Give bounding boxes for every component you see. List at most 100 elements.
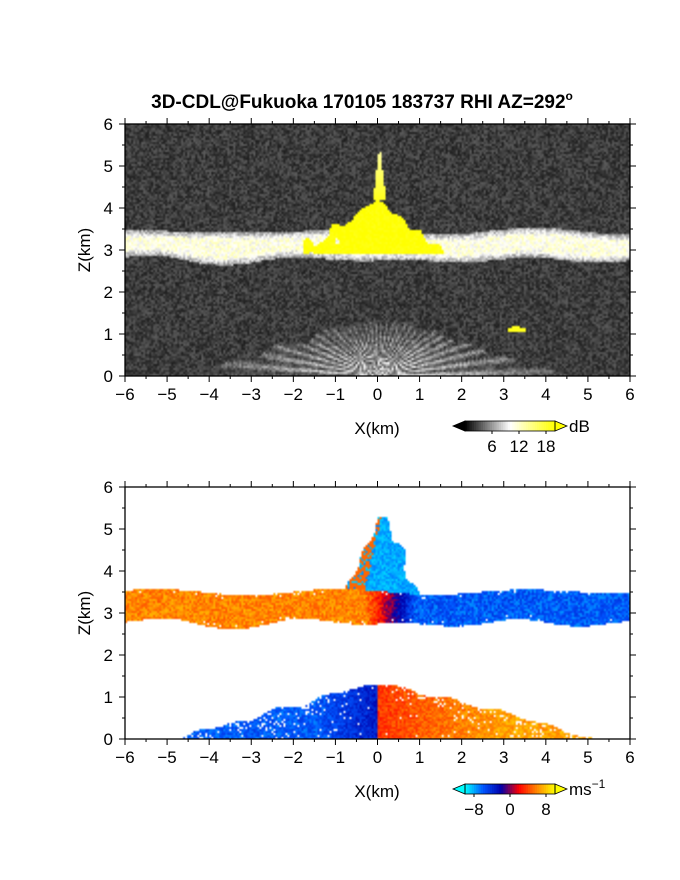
x-tick-label: 6 [625, 748, 634, 767]
x-tick-label: −4 [199, 748, 218, 767]
x-tick-label: 3 [499, 748, 508, 767]
x-tick-label: 4 [541, 385, 550, 404]
colorbar-swatch [534, 421, 538, 431]
colorbar-swatch [537, 784, 540, 794]
x-tick-label: −4 [199, 385, 218, 404]
x-tick-label: 0 [373, 385, 382, 404]
colorbar-tick-label: 8 [541, 800, 550, 819]
colorbar-swatch [541, 421, 545, 431]
x-tick-label: −1 [326, 748, 345, 767]
colorbar-swatch [465, 421, 468, 431]
colorbar-tick-label: 6 [487, 437, 496, 456]
colorbar-swatch [525, 421, 529, 431]
colorbar-swatch [478, 421, 482, 431]
colorbar-swatch [476, 784, 480, 794]
colorbar-swatch [519, 784, 522, 794]
colorbar-swatch [494, 421, 498, 431]
colorbar-swatch [480, 421, 484, 431]
x-tick-label: 3 [499, 385, 508, 404]
colorbar-max-arrow [554, 420, 569, 432]
x-tick-label: 6 [625, 385, 634, 404]
colorbar-swatch [530, 784, 534, 794]
colorbar-unit: dB [569, 417, 590, 436]
velocity-axes: −6 −5 −4 −3 −2 −1 0 1 2 3 4 5 6 0 1 2 3 4 5 6 [104, 478, 636, 767]
colorbar-swatch [498, 421, 502, 431]
x-tick-label: 5 [583, 748, 592, 767]
backscatter-y-axis-label: Z(km) [75, 228, 94, 272]
colorbar-max-arrow [554, 783, 569, 795]
colorbar-swatch [543, 421, 547, 431]
backscatter-x-axis-label: X(km) [354, 419, 399, 438]
colorbar-swatch [492, 421, 495, 431]
y-tick-label: 0 [104, 730, 113, 749]
colorbar-swatch [478, 784, 482, 794]
x-tick-label: −3 [242, 385, 261, 404]
x-tick-label: −2 [284, 748, 303, 767]
colorbar-swatch [471, 421, 475, 431]
colorbar-swatch [550, 784, 554, 794]
colorbar-swatch [546, 421, 549, 431]
y-tick-label: 4 [104, 199, 113, 218]
colorbar-swatch [541, 784, 545, 794]
colorbar-swatch [498, 784, 502, 794]
x-tick-label: −3 [242, 748, 261, 767]
figure-title: 3D-CDL@Fukuoka 170105 183737 RHI AZ=292o [151, 89, 573, 113]
x-tick-label: −2 [284, 385, 303, 404]
colorbar-swatch [485, 784, 489, 794]
x-tick-label: 4 [541, 748, 550, 767]
colorbar-tick-label: 18 [537, 437, 556, 456]
colorbar-swatch [467, 784, 471, 794]
y-tick-label: 1 [104, 325, 113, 344]
y-tick-label: 4 [104, 562, 113, 581]
x-tick-label: −6 [115, 748, 134, 767]
y-tick-label: 5 [104, 520, 113, 539]
velocity-heatmap [125, 487, 630, 739]
colorbar-swatch [539, 784, 543, 794]
colorbar-swatch [474, 784, 477, 794]
colorbar-swatch [528, 784, 531, 794]
colorbar-swatch [516, 784, 520, 794]
colorbar-swatch [523, 421, 527, 431]
x-tick-label: 5 [583, 385, 592, 404]
x-tick-label: −6 [115, 385, 134, 404]
colorbar-swatch [494, 784, 498, 794]
y-tick-label: 6 [104, 478, 113, 497]
colorbar-swatch [546, 784, 549, 794]
colorbar-swatch [496, 421, 500, 431]
colorbar-swatch [512, 421, 516, 431]
colorbar-frame [464, 420, 556, 432]
colorbar-swatch [548, 784, 552, 794]
colorbar-swatch [534, 784, 538, 794]
colorbar-swatch [525, 784, 529, 794]
y-tick-label: 2 [104, 646, 113, 665]
colorbar-swatch [539, 421, 543, 431]
colorbar-swatch [510, 421, 513, 431]
x-tick-label: 2 [457, 748, 466, 767]
x-tick-label: −5 [157, 748, 176, 767]
colorbar-swatch [467, 421, 471, 431]
colorbar-swatch [487, 421, 491, 431]
y-tick-label: 5 [104, 157, 113, 176]
velocity-panel: −6 −5 −4 −3 −2 −1 0 1 2 3 4 5 6 0 1 2 3 4 5 6 X(km) Z(km) −… [75, 478, 636, 819]
colorbar-swatch [507, 421, 511, 431]
colorbar-swatch [505, 784, 509, 794]
y-tick-label: 3 [104, 604, 113, 623]
y-tick-label: 0 [104, 367, 113, 386]
colorbar-swatch [501, 421, 504, 431]
colorbar-swatch [489, 421, 493, 431]
x-tick-label: 2 [457, 385, 466, 404]
colorbar-swatch [537, 421, 540, 431]
colorbar-tick-label: 0 [505, 800, 514, 819]
x-tick-label: −5 [157, 385, 176, 404]
colorbar-swatch [496, 784, 500, 794]
colorbar-tick-label: −8 [464, 800, 483, 819]
colorbar-swatch [519, 421, 522, 431]
colorbar-min-arrow [451, 420, 466, 432]
colorbar-swatch [521, 421, 525, 431]
colorbar-swatch [552, 421, 556, 431]
colorbar-swatch [528, 421, 531, 431]
colorbar-swatch [514, 784, 518, 794]
colorbar-swatch [476, 421, 480, 431]
colorbar-swatch [532, 784, 536, 794]
x-tick-label: 1 [415, 748, 424, 767]
